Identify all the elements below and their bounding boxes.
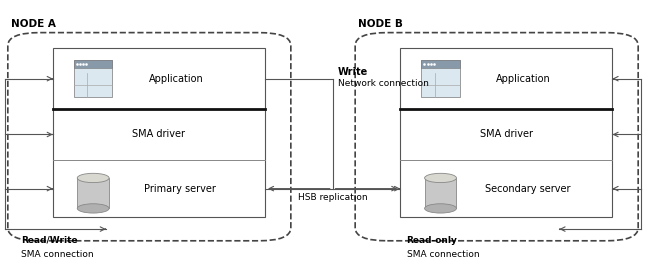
Text: Read/Write: Read/Write [21,236,78,245]
Text: HSB replication: HSB replication [298,193,368,201]
FancyBboxPatch shape [355,33,638,241]
Ellipse shape [424,204,457,213]
Bar [421,60,459,68]
Text: Network connection: Network connection [338,79,429,88]
Text: NODE B: NODE B [359,19,403,29]
Text: Application: Application [496,74,550,84]
Bar [74,60,112,97]
Text: Application: Application [149,74,203,84]
Text: SMA driver: SMA driver [132,129,185,139]
Bar [424,178,457,208]
Text: Secondary server: Secondary server [484,184,570,194]
Bar [400,48,612,218]
Ellipse shape [78,173,109,183]
Text: Write: Write [338,67,368,77]
FancyBboxPatch shape [8,33,291,241]
Text: SMA connection: SMA connection [406,250,479,259]
Text: Read-only: Read-only [406,236,457,245]
Bar [74,60,112,68]
Bar [78,178,109,208]
Bar [421,60,459,97]
Text: NODE A: NODE A [11,19,56,29]
Text: SMA driver: SMA driver [480,129,533,139]
Text: Primary server: Primary server [144,184,216,194]
Ellipse shape [424,173,457,183]
Bar [53,48,265,218]
Text: SMA connection: SMA connection [21,250,93,259]
Ellipse shape [78,204,109,213]
